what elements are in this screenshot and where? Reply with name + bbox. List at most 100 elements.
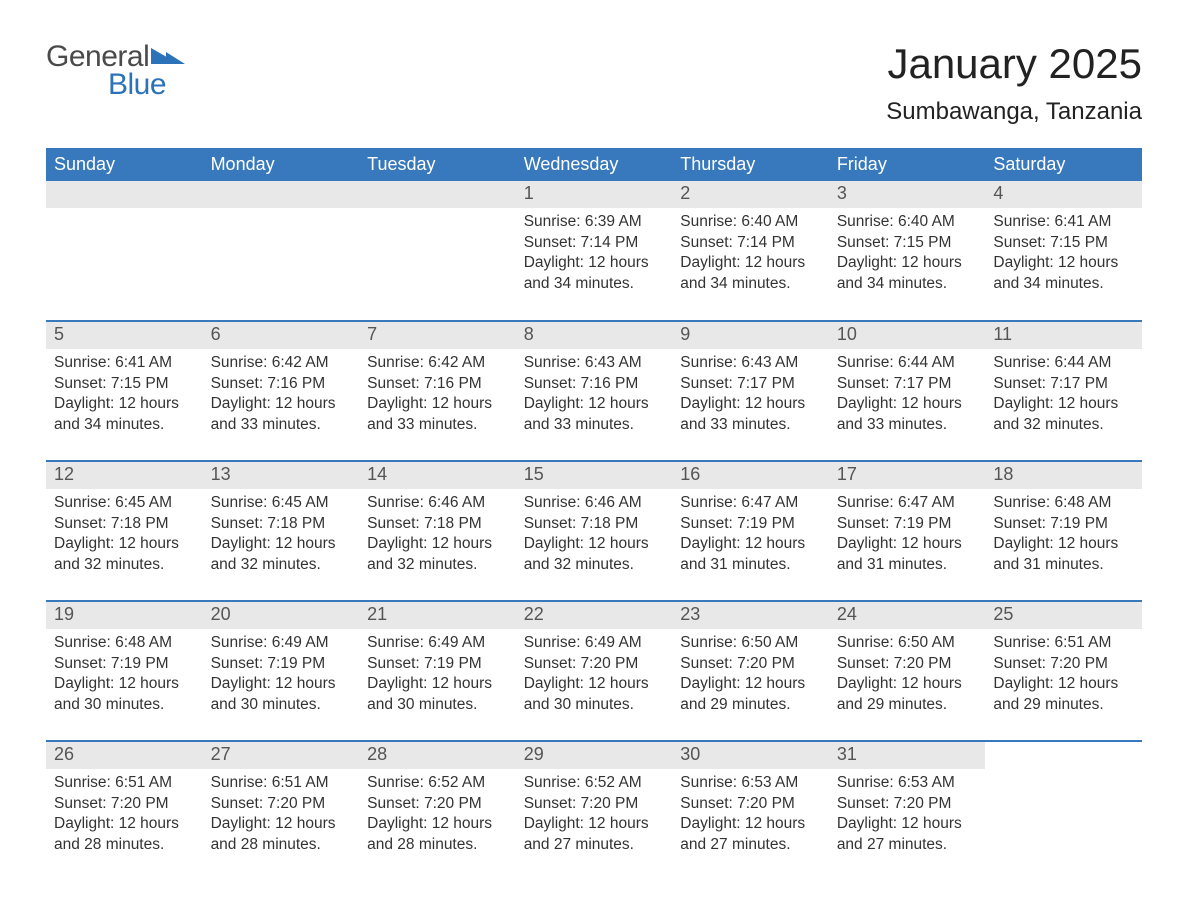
sunset-line: Sunset: 7:17 PM xyxy=(680,374,821,395)
calendar-cell: 30Sunrise: 6:53 AMSunset: 7:20 PMDayligh… xyxy=(672,741,829,881)
day-number: 7 xyxy=(359,322,516,349)
day-number-empty xyxy=(46,181,203,208)
daylight-line: Daylight: 12 hours and 32 minutes. xyxy=(993,394,1134,436)
calendar-cell: 22Sunrise: 6:49 AMSunset: 7:20 PMDayligh… xyxy=(516,601,673,741)
sunrise-line: Sunrise: 6:45 AM xyxy=(211,493,352,514)
sunrise-line: Sunrise: 6:41 AM xyxy=(993,212,1134,233)
sunrise-line: Sunrise: 6:42 AM xyxy=(367,353,508,374)
calendar-cell: 8Sunrise: 6:43 AMSunset: 7:16 PMDaylight… xyxy=(516,321,673,461)
day-number: 19 xyxy=(46,602,203,629)
sunset-line: Sunset: 7:20 PM xyxy=(680,654,821,675)
day-content: Sunrise: 6:49 AMSunset: 7:20 PMDaylight:… xyxy=(516,629,673,725)
calendar-cell: 16Sunrise: 6:47 AMSunset: 7:19 PMDayligh… xyxy=(672,461,829,601)
daylight-line: Daylight: 12 hours and 29 minutes. xyxy=(837,674,978,716)
day-number: 23 xyxy=(672,602,829,629)
day-number: 31 xyxy=(829,742,986,769)
calendar-cell: 21Sunrise: 6:49 AMSunset: 7:19 PMDayligh… xyxy=(359,601,516,741)
sunrise-line: Sunrise: 6:49 AM xyxy=(524,633,665,654)
calendar-cell: 7Sunrise: 6:42 AMSunset: 7:16 PMDaylight… xyxy=(359,321,516,461)
daylight-line: Daylight: 12 hours and 27 minutes. xyxy=(837,814,978,856)
daylight-line: Daylight: 12 hours and 30 minutes. xyxy=(211,674,352,716)
day-content: Sunrise: 6:39 AMSunset: 7:14 PMDaylight:… xyxy=(516,208,673,304)
weekday-header: Saturday xyxy=(985,148,1142,181)
sunset-line: Sunset: 7:20 PM xyxy=(837,654,978,675)
calendar-week-row: 12Sunrise: 6:45 AMSunset: 7:18 PMDayligh… xyxy=(46,461,1142,601)
header: General Blue January 2025 Sumbawanga, Ta… xyxy=(46,40,1142,126)
sunset-line: Sunset: 7:19 PM xyxy=(993,514,1134,535)
calendar-week-row: 5Sunrise: 6:41 AMSunset: 7:15 PMDaylight… xyxy=(46,321,1142,461)
sunrise-line: Sunrise: 6:47 AM xyxy=(837,493,978,514)
daylight-line: Daylight: 12 hours and 34 minutes. xyxy=(993,253,1134,295)
day-number: 11 xyxy=(985,322,1142,349)
sunrise-line: Sunrise: 6:49 AM xyxy=(211,633,352,654)
sunset-line: Sunset: 7:20 PM xyxy=(680,794,821,815)
sunset-line: Sunset: 7:17 PM xyxy=(837,374,978,395)
day-number: 3 xyxy=(829,181,986,208)
daylight-line: Daylight: 12 hours and 30 minutes. xyxy=(367,674,508,716)
day-content: Sunrise: 6:47 AMSunset: 7:19 PMDaylight:… xyxy=(672,489,829,585)
day-number: 9 xyxy=(672,322,829,349)
sunset-line: Sunset: 7:20 PM xyxy=(524,794,665,815)
brand-logo: General Blue xyxy=(46,40,185,102)
sunrise-line: Sunrise: 6:51 AM xyxy=(993,633,1134,654)
calendar-cell xyxy=(46,181,203,321)
day-number: 21 xyxy=(359,602,516,629)
calendar-cell: 31Sunrise: 6:53 AMSunset: 7:20 PMDayligh… xyxy=(829,741,986,881)
weekday-header: Thursday xyxy=(672,148,829,181)
daylight-line: Daylight: 12 hours and 33 minutes. xyxy=(367,394,508,436)
daylight-line: Daylight: 12 hours and 34 minutes. xyxy=(524,253,665,295)
day-number: 29 xyxy=(516,742,673,769)
day-number: 28 xyxy=(359,742,516,769)
daylight-line: Daylight: 12 hours and 32 minutes. xyxy=(367,534,508,576)
sunset-line: Sunset: 7:15 PM xyxy=(993,233,1134,254)
day-content: Sunrise: 6:45 AMSunset: 7:18 PMDaylight:… xyxy=(203,489,360,585)
sunset-line: Sunset: 7:18 PM xyxy=(211,514,352,535)
calendar-cell: 24Sunrise: 6:50 AMSunset: 7:20 PMDayligh… xyxy=(829,601,986,741)
day-number: 16 xyxy=(672,462,829,489)
daylight-line: Daylight: 12 hours and 31 minutes. xyxy=(993,534,1134,576)
day-number-empty xyxy=(359,181,516,208)
daylight-line: Daylight: 12 hours and 32 minutes. xyxy=(54,534,195,576)
sunrise-line: Sunrise: 6:50 AM xyxy=(837,633,978,654)
day-number: 20 xyxy=(203,602,360,629)
day-content: Sunrise: 6:41 AMSunset: 7:15 PMDaylight:… xyxy=(46,349,203,445)
sunset-line: Sunset: 7:18 PM xyxy=(367,514,508,535)
sunset-line: Sunset: 7:20 PM xyxy=(524,654,665,675)
weekday-header: Tuesday xyxy=(359,148,516,181)
day-content: Sunrise: 6:52 AMSunset: 7:20 PMDaylight:… xyxy=(516,769,673,865)
day-content: Sunrise: 6:45 AMSunset: 7:18 PMDaylight:… xyxy=(46,489,203,585)
sunrise-line: Sunrise: 6:44 AM xyxy=(993,353,1134,374)
daylight-line: Daylight: 12 hours and 32 minutes. xyxy=(211,534,352,576)
day-content: Sunrise: 6:49 AMSunset: 7:19 PMDaylight:… xyxy=(203,629,360,725)
day-content: Sunrise: 6:40 AMSunset: 7:14 PMDaylight:… xyxy=(672,208,829,304)
weekday-header-row: SundayMondayTuesdayWednesdayThursdayFrid… xyxy=(46,148,1142,181)
sunrise-line: Sunrise: 6:53 AM xyxy=(680,773,821,794)
calendar-cell: 13Sunrise: 6:45 AMSunset: 7:18 PMDayligh… xyxy=(203,461,360,601)
day-content: Sunrise: 6:40 AMSunset: 7:15 PMDaylight:… xyxy=(829,208,986,304)
sunset-line: Sunset: 7:20 PM xyxy=(54,794,195,815)
sunrise-line: Sunrise: 6:44 AM xyxy=(837,353,978,374)
calendar-cell xyxy=(359,181,516,321)
day-content: Sunrise: 6:41 AMSunset: 7:15 PMDaylight:… xyxy=(985,208,1142,304)
sunset-line: Sunset: 7:19 PM xyxy=(680,514,821,535)
day-content: Sunrise: 6:46 AMSunset: 7:18 PMDaylight:… xyxy=(359,489,516,585)
sunset-line: Sunset: 7:19 PM xyxy=(211,654,352,675)
day-number: 24 xyxy=(829,602,986,629)
sunrise-line: Sunrise: 6:48 AM xyxy=(993,493,1134,514)
sunrise-line: Sunrise: 6:45 AM xyxy=(54,493,195,514)
day-number: 1 xyxy=(516,181,673,208)
sunrise-line: Sunrise: 6:52 AM xyxy=(524,773,665,794)
sunset-line: Sunset: 7:14 PM xyxy=(680,233,821,254)
calendar-cell: 17Sunrise: 6:47 AMSunset: 7:19 PMDayligh… xyxy=(829,461,986,601)
sunset-line: Sunset: 7:20 PM xyxy=(211,794,352,815)
calendar-cell: 29Sunrise: 6:52 AMSunset: 7:20 PMDayligh… xyxy=(516,741,673,881)
daylight-line: Daylight: 12 hours and 33 minutes. xyxy=(211,394,352,436)
daylight-line: Daylight: 12 hours and 31 minutes. xyxy=(680,534,821,576)
sunset-line: Sunset: 7:14 PM xyxy=(524,233,665,254)
sunset-line: Sunset: 7:19 PM xyxy=(54,654,195,675)
day-content: Sunrise: 6:50 AMSunset: 7:20 PMDaylight:… xyxy=(829,629,986,725)
sunset-line: Sunset: 7:20 PM xyxy=(837,794,978,815)
weekday-header: Sunday xyxy=(46,148,203,181)
day-content: Sunrise: 6:43 AMSunset: 7:17 PMDaylight:… xyxy=(672,349,829,445)
calendar-cell: 12Sunrise: 6:45 AMSunset: 7:18 PMDayligh… xyxy=(46,461,203,601)
